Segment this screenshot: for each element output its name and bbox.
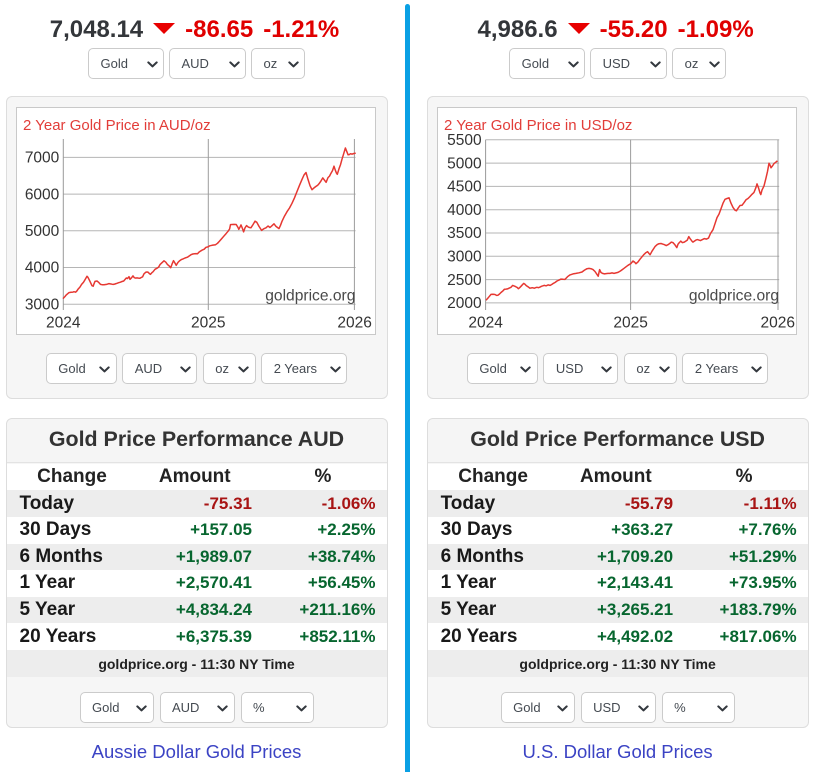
svg-text:4000: 4000 xyxy=(447,202,482,219)
svg-text:2025: 2025 xyxy=(191,315,225,332)
svg-text:7000: 7000 xyxy=(25,150,60,167)
svg-text:2026: 2026 xyxy=(761,315,795,332)
svg-text:2 Year Gold Price in AUD/oz: 2 Year Gold Price in AUD/oz xyxy=(23,117,211,134)
svg-text:3000: 3000 xyxy=(25,296,60,313)
svg-text:2000: 2000 xyxy=(447,295,482,312)
svg-text:goldprice.org: goldprice.org xyxy=(265,288,355,305)
svg-text:5000: 5000 xyxy=(447,155,482,172)
svg-text:5500: 5500 xyxy=(447,132,482,149)
svg-text:6000: 6000 xyxy=(25,186,60,203)
svg-text:5000: 5000 xyxy=(25,223,60,240)
svg-text:4000: 4000 xyxy=(25,260,60,277)
svg-text:2024: 2024 xyxy=(468,315,503,332)
svg-text:2025: 2025 xyxy=(613,315,647,332)
svg-text:3500: 3500 xyxy=(447,225,482,242)
svg-text:3000: 3000 xyxy=(447,249,482,266)
svg-text:2500: 2500 xyxy=(447,272,482,289)
svg-text:2026: 2026 xyxy=(337,315,371,332)
svg-text:goldprice.org: goldprice.org xyxy=(689,288,779,305)
svg-text:4500: 4500 xyxy=(447,179,482,196)
svg-text:2 Year Gold Price in USD/oz: 2 Year Gold Price in USD/oz xyxy=(444,117,632,134)
svg-text:2024: 2024 xyxy=(46,315,81,332)
